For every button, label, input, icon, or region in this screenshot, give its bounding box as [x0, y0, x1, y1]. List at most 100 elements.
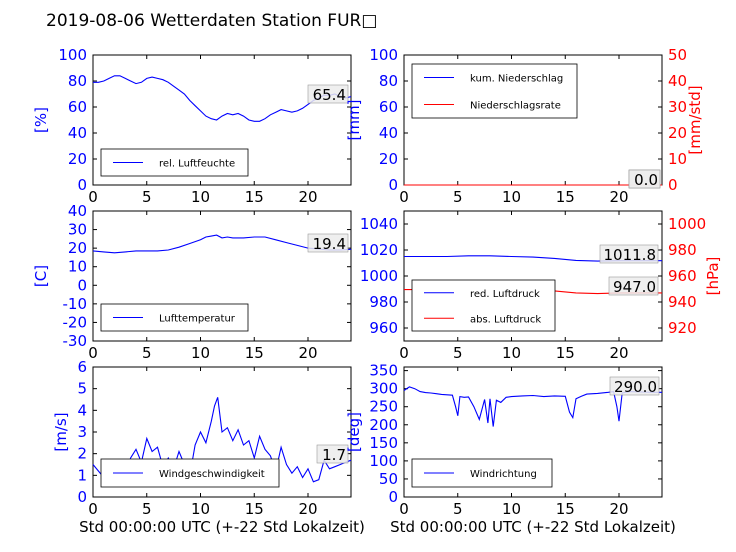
y-tick-label: 60 [379, 98, 398, 116]
x-tick-label: 15 [556, 188, 575, 206]
legend-entry: kum. Niederschlag [470, 74, 563, 85]
legend-entry: rel. Luftfeuchte [159, 159, 235, 170]
y2-axis-label: [mm/std] [686, 85, 704, 154]
y-tick-label: 3 [77, 423, 87, 441]
x-tick-label: 0 [399, 500, 409, 518]
x-tick-label: 15 [245, 500, 264, 518]
y-tick-label: 80 [68, 72, 87, 90]
y2-tick-label: 920 [668, 319, 697, 337]
x-tick-label: 5 [453, 188, 463, 206]
panel-precipitation: 0 5 10 15 20 0 20 40 60 80 100 0 10 20 30 40 50 [mm] [mm/s… [345, 46, 704, 206]
legend-entry: Niederschlagsrate [470, 101, 561, 112]
y-tick-label: 40 [379, 124, 398, 142]
x-tick-label: 15 [245, 344, 264, 362]
legend-box [411, 63, 578, 119]
plot-frame [92, 54, 352, 186]
y-tick-label: 100 [58, 46, 87, 64]
current-value-box [307, 84, 349, 104]
series-line-1 [92, 397, 352, 483]
current-value: 1011.8 [604, 246, 657, 264]
y-tick-label: -10 [63, 295, 88, 313]
y-axis-label: [deg] [345, 412, 363, 452]
y-tick-label: 1 [77, 466, 87, 484]
current-value: 0.0 [634, 171, 658, 189]
current-value: 65.4 [313, 86, 346, 104]
y-tick-label: 20 [68, 239, 87, 257]
y2-tick-label: 10 [668, 150, 687, 168]
current-value-box [599, 244, 659, 264]
legend-precipitation: kum. Niederschlag Niederschlagsrate [411, 63, 578, 119]
y-axis-label: [%] [32, 107, 50, 133]
x-tick-label: 5 [142, 344, 152, 362]
panel-temperature: 0 5 10 15 20-30-20-10010203040[C]Lufttempera… [32, 202, 352, 362]
y-tick-label: 100 [369, 46, 398, 64]
current-value: 1.7 [322, 446, 346, 464]
x-tick-label: 0 [88, 188, 98, 206]
y-tick-label: 6 [77, 358, 87, 376]
panel-wind_speed: 0 5 10 15 200123456[m/s]Windgeschwindigkeit1… [52, 358, 365, 536]
legend-wind_direction: Windrichtung [411, 458, 553, 488]
x-tick-label: 20 [609, 500, 628, 518]
y-tick-label: 980 [369, 293, 398, 311]
y-tick-label: 20 [68, 150, 87, 168]
y-tick-label: 5 [77, 380, 87, 398]
current-value-box [608, 276, 659, 296]
y-tick-label: 100 [369, 452, 398, 470]
x-tick-label: 15 [556, 344, 575, 362]
x-tick-label: 0 [88, 500, 98, 518]
x-tick-label: 20 [298, 188, 317, 206]
y-tick-label: 1000 [360, 267, 398, 285]
y-tick-label: 2 [77, 445, 87, 463]
y-tick-label: 350 [369, 362, 398, 380]
x-tick-label: 20 [298, 500, 317, 518]
figure-title: 2019-08-06 Wetterdaten Station FUR□ [46, 11, 377, 31]
x-tick-label: 5 [453, 500, 463, 518]
x-tick-label: 20 [609, 344, 628, 362]
y-tick-label: -20 [63, 313, 88, 331]
x-tick-label: 0 [88, 344, 98, 362]
y2-tick-label: 980 [668, 241, 697, 259]
legend-entry: Lufttemperatur [159, 314, 236, 325]
y-tick-label: 40 [68, 202, 87, 220]
x-tick-label: 5 [142, 500, 152, 518]
legend-box [411, 279, 556, 332]
x-tick-label: 0 [399, 188, 409, 206]
plot-frame [92, 210, 352, 342]
x-tick-label: 20 [298, 344, 317, 362]
y-tick-label: 960 [369, 319, 398, 337]
y-tick-label: 0 [77, 176, 87, 194]
y-axis-label: [m/s] [52, 412, 70, 451]
x-tick-label: 15 [245, 188, 264, 206]
y-tick-label: 1020 [360, 241, 398, 259]
y-tick-label: 30 [68, 221, 87, 239]
panel-humidity: 0 5 10 15 20 0 20 40 60 80 100 [%] rel. Luftfeuchte 6… [32, 46, 352, 206]
legend-entry: Windgeschwindigkeit [159, 469, 265, 480]
x-tick-label: 15 [556, 500, 575, 518]
y-tick-label: 300 [369, 380, 398, 398]
x-tick-label: 20 [609, 188, 628, 206]
x-axis-label: Std 00:00:00 UTC (+-22 Std Lokalzeit) [79, 518, 365, 536]
y-tick-label: 4 [77, 401, 87, 419]
legend-entry: Windrichtung [470, 469, 537, 480]
current-value-box [316, 444, 349, 464]
panel-wind_direction: 0 5 10 15 20050100150200250300350[deg]Windri… [345, 362, 676, 536]
y-tick-label: 0 [77, 488, 87, 506]
y-axis-label: [mm] [345, 100, 363, 141]
y-tick-label: 10 [68, 258, 87, 276]
y2-axis-label: [hPa] [704, 257, 722, 296]
y-axis-label: [C] [32, 265, 50, 287]
x-tick-label: 5 [142, 188, 152, 206]
y-tick-label: -30 [63, 332, 88, 350]
current-value-box [307, 233, 349, 253]
legend-wind_speed: Windgeschwindigkeit [100, 458, 280, 488]
y-tick-label: 0 [388, 488, 398, 506]
x-tick-label: 10 [502, 188, 521, 206]
x-tick-label: 10 [502, 500, 521, 518]
y-tick-label: 50 [379, 470, 398, 488]
legend-entry: abs. Luftdruck [470, 314, 541, 325]
y-tick-label: 80 [379, 72, 398, 90]
x-tick-label: 10 [502, 344, 521, 362]
series-line-1 [92, 234, 352, 254]
y-tick-label: 1040 [360, 215, 398, 233]
